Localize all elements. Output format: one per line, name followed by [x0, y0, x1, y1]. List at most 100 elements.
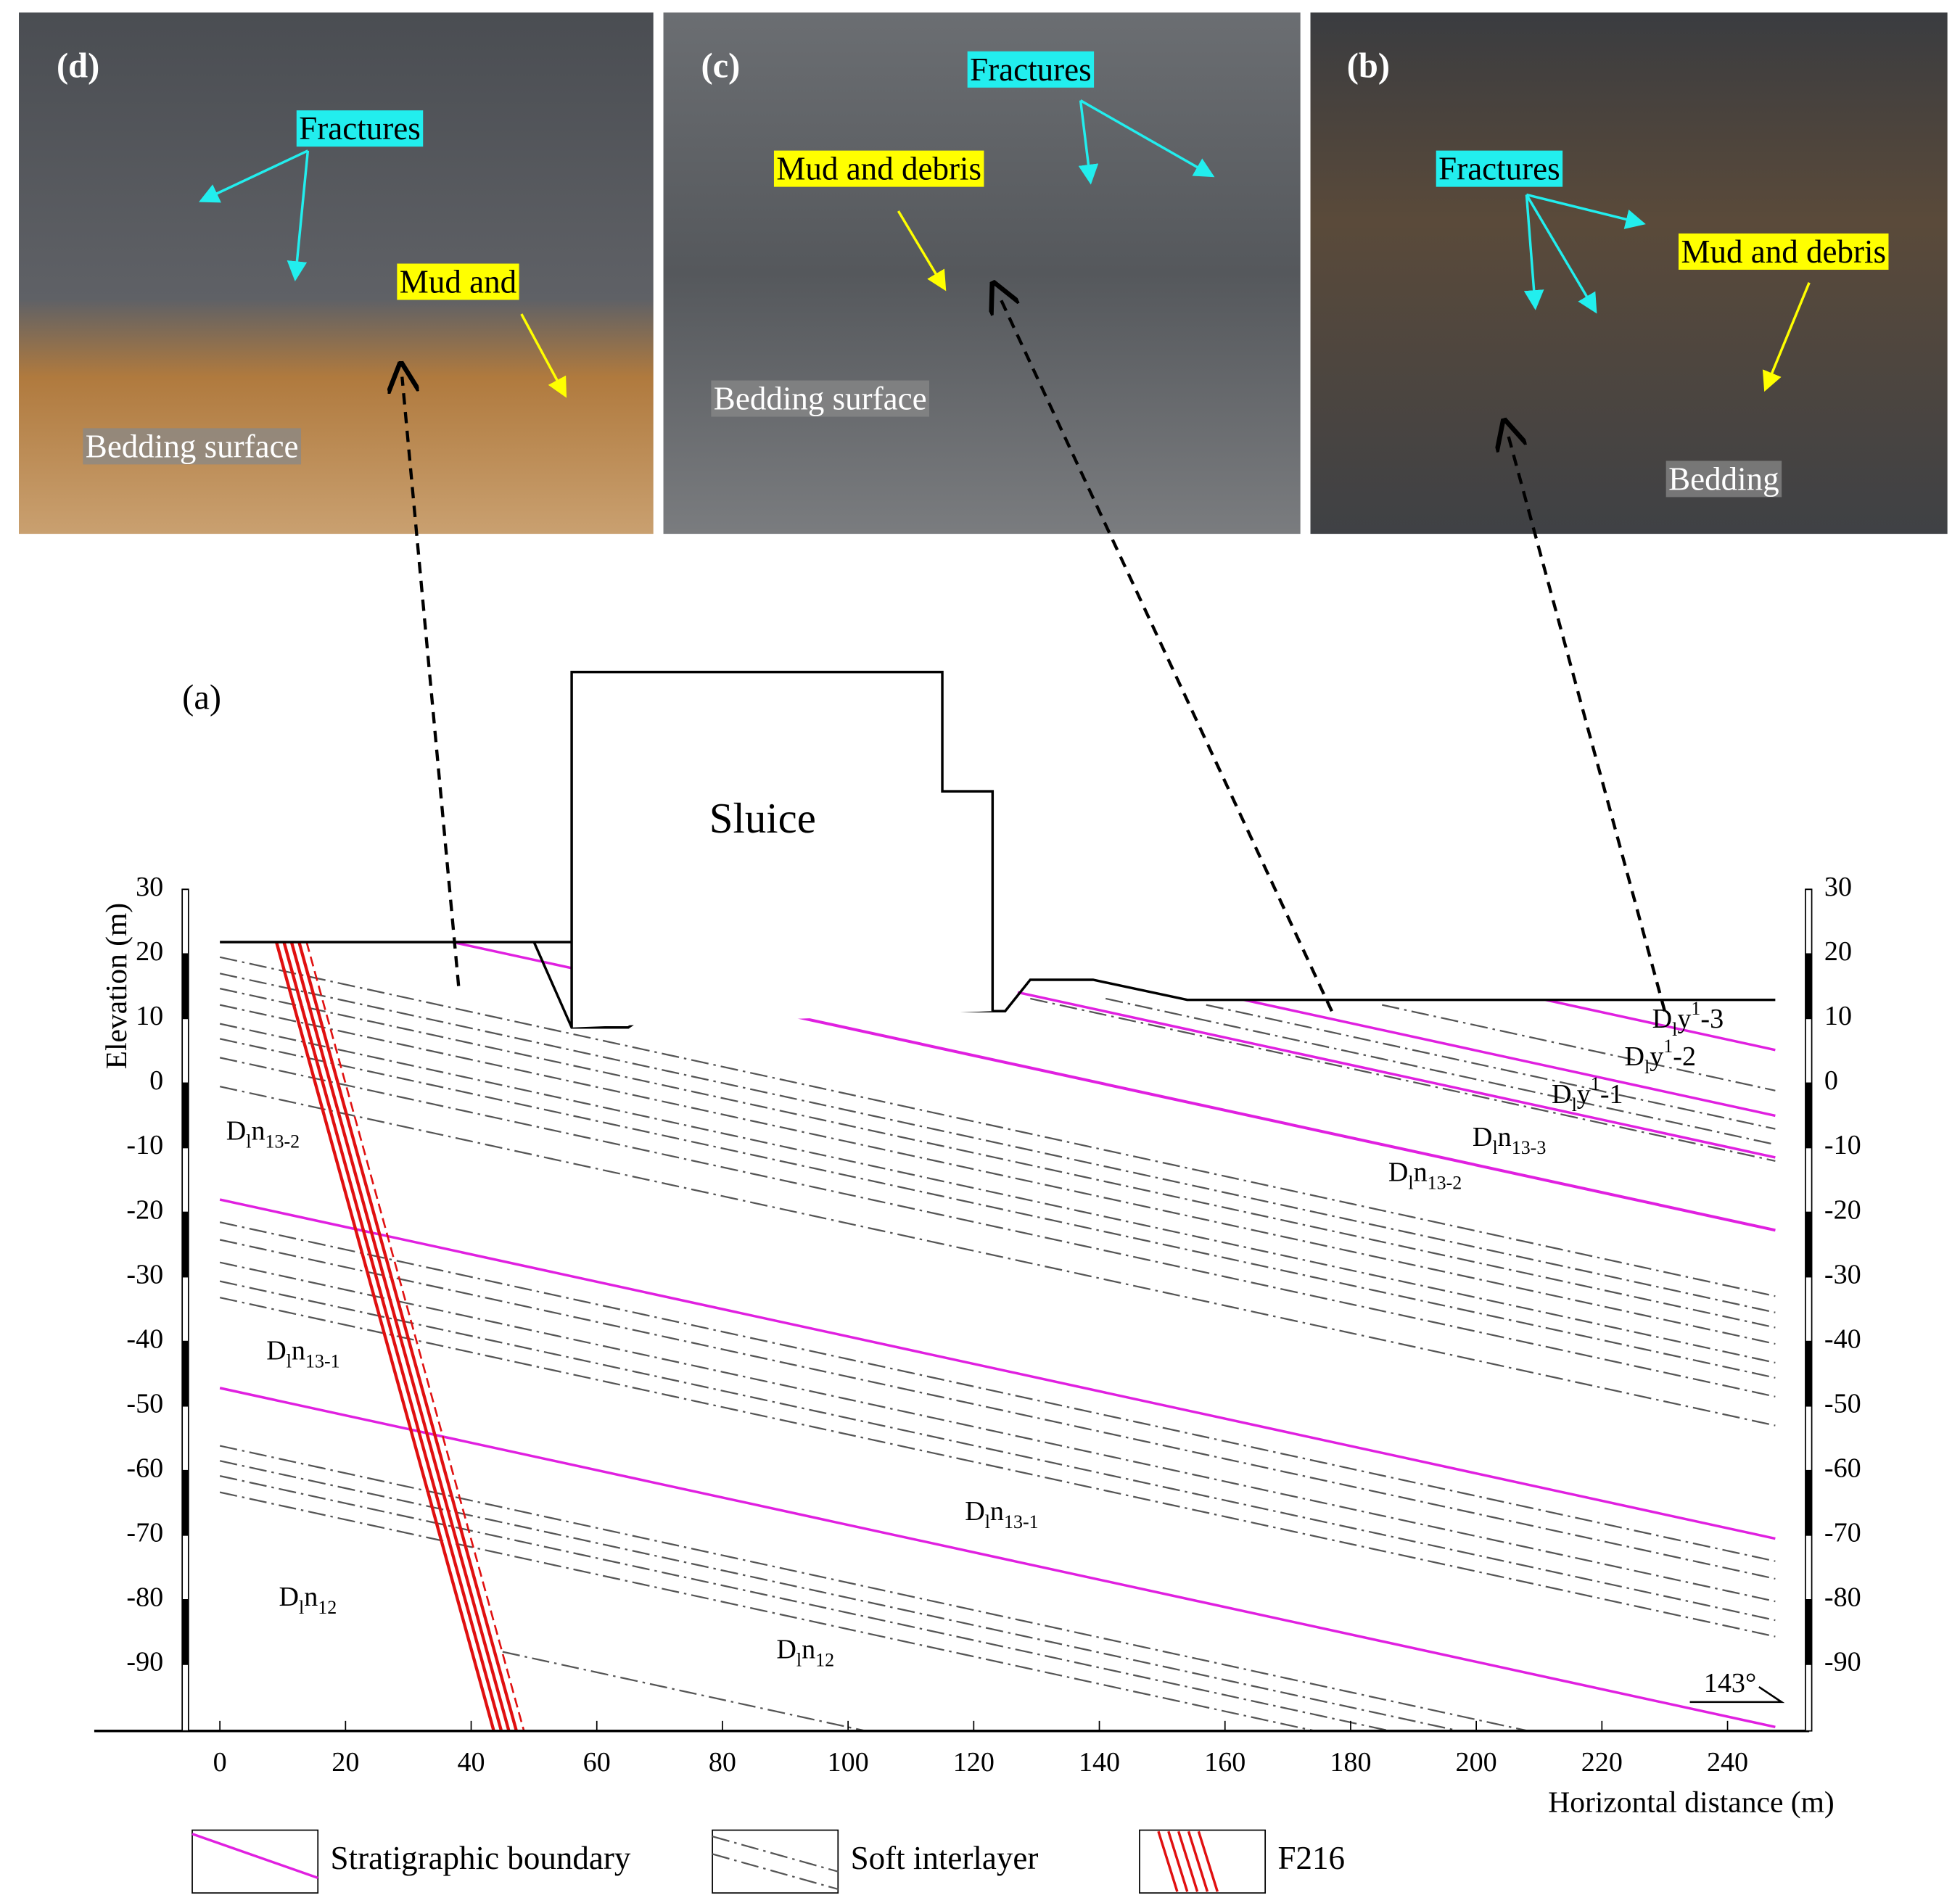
stratigraphic-boundary — [1243, 998, 1776, 1118]
unit-label: Dln13-2 — [226, 1115, 300, 1152]
unit-label: Dln12 — [279, 1582, 337, 1619]
scale-segment — [1805, 1470, 1812, 1535]
unit-label-part: D — [1625, 1041, 1645, 1072]
soft-interlayer — [219, 1261, 1776, 1603]
y-tick-label: -50 — [1824, 1388, 1861, 1419]
unit-label-part: D — [1652, 1004, 1673, 1034]
link-arrow — [402, 377, 461, 986]
soft-interlayer — [219, 1004, 1776, 1345]
y-tick-label: -90 — [1824, 1647, 1861, 1677]
fault-line — [305, 941, 525, 1732]
unit-label-part: 13-1 — [305, 1351, 340, 1372]
unit-label: Dly1-3 — [1652, 999, 1724, 1041]
x-tick-label: 120 — [953, 1747, 995, 1778]
bedding-label: Bedding — [1668, 461, 1779, 497]
y-tick-label: 30 — [1824, 872, 1852, 902]
scale-segment — [1805, 1212, 1812, 1277]
stratigraphic-boundary — [219, 1387, 1776, 1729]
soft-interlayer — [219, 1239, 1776, 1580]
scale-segment — [182, 954, 189, 1019]
y-tick-label: -20 — [1824, 1194, 1861, 1225]
unit-label-part: l — [1644, 1057, 1650, 1078]
legend-swatch — [1187, 1830, 1209, 1892]
soft-interlayer — [219, 1280, 1776, 1622]
link-arrow — [1507, 434, 1667, 1012]
unit-label-part: D — [776, 1634, 796, 1664]
scale-segment — [182, 1341, 189, 1406]
unit-label-part: D — [226, 1115, 247, 1146]
unit-label-part: l — [299, 1597, 304, 1618]
unit-label-part: l — [985, 1512, 990, 1533]
mud-arrow — [1762, 282, 1811, 392]
legend-label: F216 — [1277, 1840, 1345, 1876]
unit-label: Dln13-3 — [1473, 1122, 1546, 1159]
unit-label-part: D — [1473, 1122, 1493, 1152]
unit-label-part: 1 — [1691, 999, 1700, 1020]
y-tick-label: -80 — [1824, 1582, 1861, 1613]
soft-interlayer — [219, 1038, 1776, 1379]
y-tick-label: -80 — [126, 1582, 163, 1613]
bedding-label-bg — [1665, 461, 1782, 498]
panel-label: (b) — [1347, 46, 1390, 85]
section-label: (a) — [182, 679, 221, 717]
soft-interlayer — [219, 1086, 1776, 1427]
fractures-label: Fractures — [970, 51, 1092, 88]
soft-interlayer — [219, 1475, 1391, 1732]
x-tick-label: 0 — [213, 1747, 227, 1778]
y-tick-label: 30 — [136, 872, 163, 902]
soft-interlayer — [1382, 1004, 1776, 1091]
unit-label-part: D — [965, 1496, 985, 1527]
soft-interlayer — [219, 1445, 1528, 1732]
soft-interlayer — [1030, 997, 1776, 1162]
unit-label-part: l — [1672, 1020, 1677, 1041]
fault-line — [282, 941, 503, 1732]
sluice — [570, 670, 995, 1028]
fracture-arrow — [1526, 193, 1646, 229]
legend-swatch — [192, 1833, 318, 1879]
x-tick-label: 240 — [1707, 1747, 1748, 1778]
y-tick-label: -30 — [1824, 1259, 1861, 1289]
unit-label-part: -2 — [1673, 1041, 1696, 1072]
unit-label-part: 13-1 — [1004, 1512, 1039, 1533]
y-tick-label: -10 — [1824, 1130, 1861, 1160]
legend-label: Stratigraphic boundary — [331, 1840, 631, 1876]
unit-label-part: n — [1414, 1157, 1428, 1187]
stratigraphic-boundary — [1017, 991, 1776, 1159]
x-tick-label: 160 — [1204, 1747, 1245, 1778]
scale-segment — [1805, 954, 1812, 1019]
unit-label-part: 13-2 — [265, 1131, 300, 1152]
fracture-arrow — [1079, 99, 1215, 178]
fracture-arrow — [1525, 194, 1597, 314]
legend-swatch — [1177, 1830, 1199, 1892]
unit-label: Dln13-1 — [965, 1496, 1038, 1533]
fracture-arrow — [1078, 100, 1099, 185]
y-tick-label: -10 — [126, 1130, 163, 1160]
unit-label-part: y — [1677, 1004, 1691, 1034]
unit-label: Dly1-2 — [1625, 1036, 1697, 1078]
unit-label: Dln13-1 — [266, 1335, 339, 1372]
unit-label: Dln12 — [776, 1634, 834, 1671]
y-tick-label: -90 — [126, 1647, 163, 1677]
scale-segment — [1805, 1341, 1812, 1406]
y-tick-label: -70 — [126, 1518, 163, 1548]
y-tick-label: 0 — [149, 1065, 163, 1096]
unit-label-part: -1 — [1600, 1079, 1623, 1110]
unit-label-part: -3 — [1700, 1004, 1724, 1034]
bedding-label: Bedding surface — [714, 381, 927, 417]
unit-label-part: l — [1492, 1137, 1497, 1158]
mud-arrow — [897, 210, 947, 292]
fractures-label: Fractures — [299, 110, 420, 146]
unit-label-part: n — [292, 1335, 305, 1366]
unit-label-part: n — [802, 1634, 815, 1664]
unit-label-part: D — [1552, 1079, 1572, 1110]
stratigraphic-boundary — [1545, 998, 1776, 1052]
fracture-arrow — [199, 149, 309, 203]
y-tick-label: -40 — [126, 1324, 163, 1354]
y-tick-label: -60 — [1824, 1453, 1861, 1484]
unit-label-part: l — [1572, 1095, 1577, 1116]
x-tick-label: 220 — [1581, 1747, 1623, 1778]
y-tick-label: 20 — [136, 936, 163, 967]
x-tick-label: 100 — [828, 1747, 869, 1778]
soft-interlayer — [219, 1297, 1776, 1638]
unit-label: Dln13-2 — [1388, 1157, 1462, 1194]
